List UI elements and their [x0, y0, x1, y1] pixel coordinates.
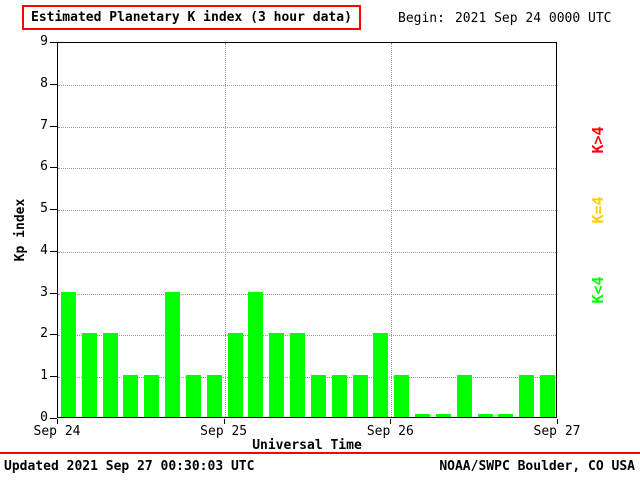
kp-bar: [456, 375, 472, 417]
legend-item: K=4: [589, 196, 607, 224]
axis-tick: [50, 418, 57, 419]
axis-tick: [50, 250, 57, 252]
axis-tick: [557, 419, 558, 424]
legend-item: K>4: [589, 126, 607, 154]
kp-bar: [248, 291, 264, 417]
ytick-label: 3: [40, 284, 48, 300]
xtick-label: Sep 24: [33, 424, 81, 439]
updated-text: Updated 2021 Sep 27 00:30:03 UTC: [4, 459, 255, 474]
ytick-label: 5: [40, 201, 48, 217]
ytick-label: 7: [40, 117, 48, 133]
axis-tick: [50, 42, 57, 43]
gridline-v: [224, 43, 226, 417]
ytick-label: 9: [40, 34, 48, 49]
begin-label: Begin:: [398, 11, 445, 26]
kp-bar: [519, 375, 535, 417]
kp-bar: [373, 333, 389, 417]
kp-bar: [435, 414, 451, 417]
gridline-h: [58, 377, 556, 379]
axis-tick: [50, 334, 57, 336]
axis-tick: [50, 376, 57, 378]
ytick-label: 2: [40, 326, 48, 342]
ytick-label: 1: [40, 368, 48, 384]
gridline-h: [58, 84, 556, 86]
axis-tick: [223, 419, 225, 424]
y-axis-label: Kp index: [13, 198, 28, 262]
gridline-h: [58, 168, 556, 170]
kp-bar: [310, 375, 326, 417]
kp-bar: [269, 333, 285, 417]
gridline-h: [58, 126, 556, 128]
gridline-h: [58, 335, 556, 337]
axis-tick: [50, 125, 57, 127]
kp-bar: [331, 375, 347, 417]
gridline-h: [58, 210, 556, 212]
xtick-label: Sep 27: [533, 424, 581, 439]
ytick-label: 6: [40, 159, 48, 175]
xtick-label: Sep 26: [366, 424, 414, 439]
kp-bar: [415, 414, 431, 417]
legend-item: K<4: [589, 276, 607, 304]
gridline-h: [58, 293, 556, 295]
begin-time: Begin: 2021 Sep 24 0000 UTC: [398, 11, 612, 26]
kp-bar: [206, 375, 222, 417]
kp-bar: [185, 375, 201, 417]
kp-bar: [81, 333, 97, 417]
axis-tick: [50, 292, 57, 294]
kp-bar: [290, 333, 306, 417]
source-text: NOAA/SWPC Boulder, CO USA: [439, 459, 635, 474]
ytick-label: 8: [40, 75, 48, 91]
axis-tick: [390, 419, 392, 424]
ytick-label: 0: [40, 410, 48, 425]
xtick-label: Sep 25: [200, 424, 248, 439]
axis-tick: [50, 167, 57, 169]
ytick-label: 4: [40, 242, 48, 258]
kp-bar: [540, 375, 556, 417]
kp-bar: [144, 375, 160, 417]
gridline-v: [391, 43, 393, 417]
plot-area: [57, 42, 557, 418]
gridline-h: [58, 251, 556, 253]
chart-title: Estimated Planetary K index (3 hour data…: [31, 10, 352, 25]
axis-tick: [57, 419, 58, 424]
kp-bar: [123, 375, 139, 417]
kp-bar: [227, 333, 243, 417]
kp-bar: [102, 333, 118, 417]
kp-bar: [165, 291, 181, 417]
title-box: Estimated Planetary K index (3 hour data…: [22, 5, 361, 30]
x-axis-label: Universal Time: [252, 438, 362, 453]
kp-bar: [352, 375, 368, 417]
axis-tick: [50, 83, 57, 85]
kp-bar: [394, 375, 410, 417]
kp-bar: [477, 414, 493, 417]
kp-bar: [498, 414, 514, 417]
axis-tick: [50, 209, 57, 211]
footer-divider: [0, 452, 640, 454]
kp-bar: [60, 291, 76, 417]
begin-value: 2021 Sep 24 0000 UTC: [454, 11, 612, 26]
